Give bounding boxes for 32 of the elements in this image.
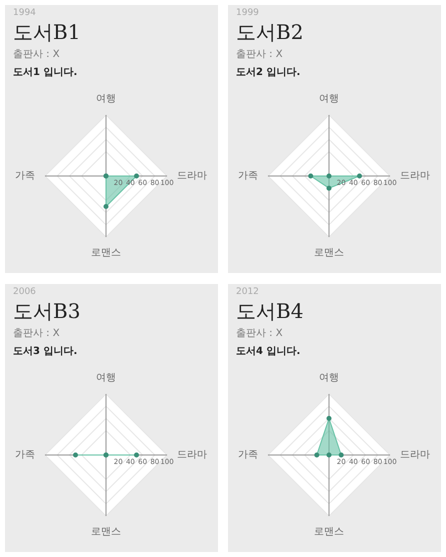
chart-subtitle: 출판사 : X [13,327,60,340]
text: 2006 [13,287,36,297]
chart-title: 도서B2 [236,19,304,46]
spoke-label: 여행 [96,372,116,384]
spoke-label: 가족 [15,450,35,461]
spoke-label: 로맨스 [91,526,121,538]
chart-title: 도서B3 [13,298,80,325]
spoke-label: 드라마 [177,450,207,461]
spoke-label: 로맨스 [314,248,344,259]
chart-subtitle: 출판사 : X [236,48,283,61]
chart-subtitle: 출판사 : X [13,48,60,61]
spoke-label: 여행 [96,94,116,105]
chart-subtitle: 출판사 : X [236,327,283,340]
spoke-label: 가족 [15,170,35,182]
spoke-label: 드라마 [400,170,430,182]
spoke-label: 드라마 [400,450,430,461]
spoke-label: 여행 [319,94,339,105]
text: 1994 [13,8,36,18]
spoke-label: 로맨스 [91,248,121,259]
spoke-label: 여행 [319,372,339,384]
text: 도서3 입니다. [13,345,78,358]
text: 도서4 입니다. [236,345,300,358]
chart-title: 도서B4 [236,298,304,325]
text: 도서2 입니다. [236,66,300,79]
spoke-label: 로맨스 [314,526,344,538]
chart-title: 도서B1 [13,19,80,46]
text: 1999 [236,8,259,18]
spoke-label: 드라마 [177,170,207,182]
spoke-label: 가족 [238,170,258,182]
text: 2012 [236,287,259,297]
text: 도서1 입니다. [13,66,78,79]
spoke-label: 가족 [238,450,258,461]
